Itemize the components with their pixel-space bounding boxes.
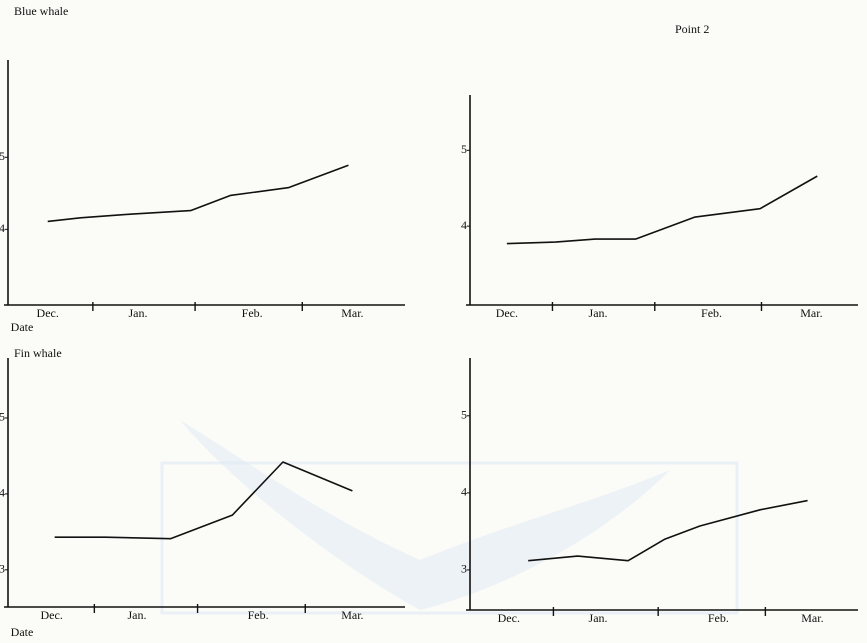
- y-tick-label: 5: [461, 408, 467, 422]
- x-tick-label: Jan.: [128, 608, 147, 622]
- annotation: Point 2: [675, 22, 709, 36]
- data-line: [54, 461, 353, 540]
- x-tick-label: Mar.: [801, 611, 823, 625]
- x-tick-label: Jan.: [129, 306, 148, 320]
- y-tick-label: 5: [0, 410, 5, 424]
- x-axis-label: Date: [11, 320, 34, 334]
- y-tick-label: 4: [0, 221, 5, 235]
- x-tick-label: Mar.: [341, 608, 363, 622]
- x-tick-label: Mar.: [800, 306, 822, 320]
- y-tick-label: 5: [461, 142, 467, 156]
- chart-title: Blue whale: [14, 4, 68, 18]
- data-line: [528, 499, 808, 562]
- x-tick-label: Dec.: [498, 611, 520, 625]
- y-tick-label: 4: [461, 218, 467, 232]
- x-tick-label: Mar.: [341, 306, 363, 320]
- data-line: [47, 164, 349, 223]
- x-tick-label: Dec.: [496, 306, 518, 320]
- y-tick-label: 3: [0, 562, 5, 576]
- watermark: [180, 420, 670, 610]
- x-tick-label: Feb.: [242, 306, 263, 320]
- x-tick-label: Feb.: [248, 608, 269, 622]
- x-axis-label: Date: [11, 625, 34, 639]
- y-tick-label: 4: [461, 485, 467, 499]
- chart-title: Fin whale: [14, 346, 62, 360]
- x-tick-label: Dec.: [37, 306, 59, 320]
- x-tick-label: Dec.: [41, 608, 63, 622]
- x-tick-label: Jan.: [589, 306, 608, 320]
- data-line: [506, 175, 818, 245]
- x-tick-label: Feb.: [708, 611, 729, 625]
- x-tick-label: Jan.: [589, 611, 608, 625]
- y-tick-label: 3: [461, 562, 467, 576]
- y-tick-label: 4: [0, 486, 5, 500]
- x-tick-label: Feb.: [701, 306, 722, 320]
- y-tick-label: 5: [0, 149, 5, 163]
